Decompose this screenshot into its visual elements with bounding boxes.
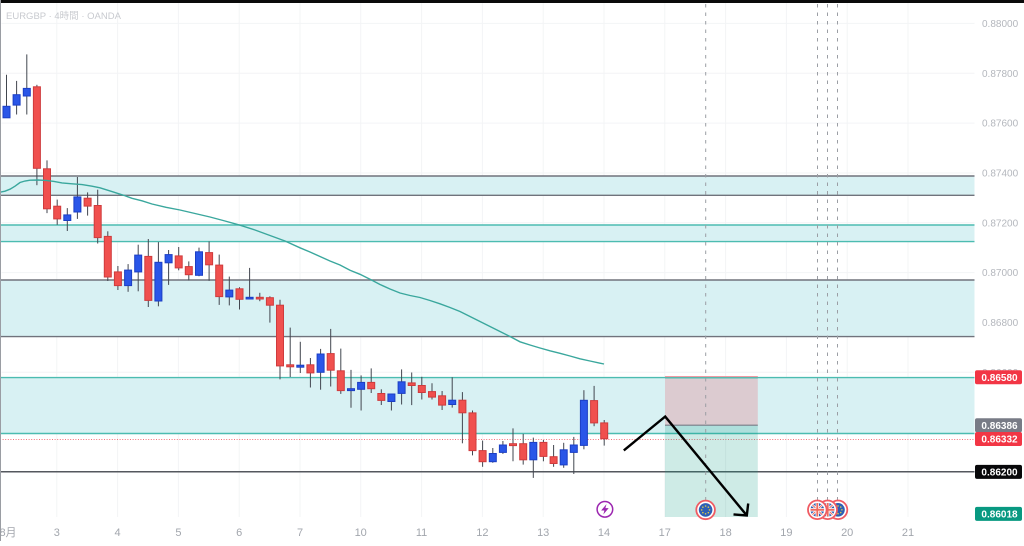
svg-text:0.86800: 0.86800 bbox=[982, 318, 1019, 329]
svg-text:8月: 8月 bbox=[0, 527, 17, 539]
svg-text:EURGBP · 4時間 · OANDA: EURGBP · 4時間 · OANDA bbox=[6, 11, 122, 22]
svg-text:5: 5 bbox=[175, 527, 181, 539]
svg-text:0.88000: 0.88000 bbox=[982, 19, 1019, 30]
svg-text:3: 3 bbox=[54, 527, 60, 539]
svg-text:21: 21 bbox=[902, 527, 914, 539]
svg-text:17: 17 bbox=[659, 527, 671, 539]
svg-text:0.87200: 0.87200 bbox=[982, 218, 1019, 229]
svg-text:0.87800: 0.87800 bbox=[982, 69, 1019, 80]
svg-text:0.86386: 0.86386 bbox=[981, 421, 1018, 432]
svg-text:0.86200: 0.86200 bbox=[981, 468, 1018, 479]
svg-text:20: 20 bbox=[841, 527, 853, 539]
svg-text:7: 7 bbox=[297, 527, 303, 539]
svg-text:0.87400: 0.87400 bbox=[982, 169, 1019, 180]
svg-text:0.86580: 0.86580 bbox=[981, 373, 1018, 384]
svg-text:13: 13 bbox=[537, 527, 549, 539]
svg-text:4: 4 bbox=[115, 527, 121, 539]
svg-text:0.87000: 0.87000 bbox=[982, 268, 1019, 279]
svg-text:12: 12 bbox=[476, 527, 488, 539]
svg-text:14: 14 bbox=[598, 527, 610, 539]
svg-text:0.87600: 0.87600 bbox=[982, 119, 1019, 130]
svg-text:0.86018: 0.86018 bbox=[981, 510, 1018, 521]
svg-text:11: 11 bbox=[416, 527, 427, 539]
svg-text:6: 6 bbox=[236, 527, 242, 539]
svg-text:18: 18 bbox=[719, 527, 731, 539]
svg-text:19: 19 bbox=[780, 527, 792, 539]
svg-text:10: 10 bbox=[355, 527, 367, 539]
svg-text:0.86332: 0.86332 bbox=[981, 435, 1018, 446]
